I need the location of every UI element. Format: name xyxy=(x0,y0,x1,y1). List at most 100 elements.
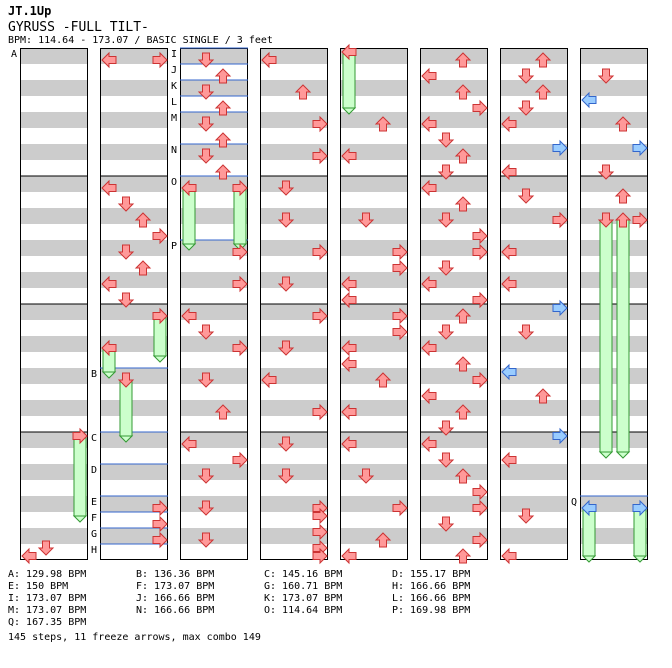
step-arrow-up xyxy=(214,68,232,84)
step-arrow-up xyxy=(214,164,232,180)
step-arrow-down xyxy=(197,84,215,100)
stripe xyxy=(500,544,568,560)
stripe xyxy=(180,416,248,432)
stripe xyxy=(100,256,168,272)
step-arrow-up xyxy=(614,116,632,132)
step-arrow-down xyxy=(437,164,455,180)
stripe xyxy=(100,448,168,464)
stripe xyxy=(260,400,328,416)
bpm-marker-label: Q xyxy=(571,497,577,508)
stripe xyxy=(100,416,168,432)
stripe xyxy=(340,112,408,128)
bpm-marker-label: D xyxy=(91,465,97,476)
stripe xyxy=(580,464,648,480)
stripe xyxy=(100,544,168,560)
stripe xyxy=(260,80,328,96)
step-arrow-right xyxy=(152,515,168,533)
stripe xyxy=(100,160,168,176)
stripe xyxy=(340,400,408,416)
chart-column xyxy=(420,48,488,560)
bpm-legend-item: L: 166.66 BPM xyxy=(392,593,471,604)
stripe xyxy=(500,384,568,400)
stripe xyxy=(340,128,408,144)
stripe xyxy=(260,256,328,272)
bpm-marker-label: F xyxy=(91,513,97,524)
stripe xyxy=(500,160,568,176)
stripe xyxy=(500,128,568,144)
stripe xyxy=(580,336,648,352)
step-arrow-up xyxy=(454,404,472,420)
stripe xyxy=(180,80,248,96)
stripe xyxy=(580,528,648,544)
stripe xyxy=(340,192,408,208)
stripe xyxy=(260,416,328,432)
bpm-legend-item: A: 129.98 BPM xyxy=(8,569,87,580)
step-arrow-right xyxy=(472,371,488,389)
freeze-arrow xyxy=(119,379,133,437)
stripe xyxy=(340,224,408,240)
freeze-arrow xyxy=(73,435,87,517)
stripe xyxy=(100,224,168,240)
stripe xyxy=(500,464,568,480)
step-arrow-up xyxy=(374,532,392,548)
stripe xyxy=(500,288,568,304)
stripe xyxy=(20,416,88,432)
stripe xyxy=(340,336,408,352)
stripe xyxy=(260,144,328,160)
step-arrow-right xyxy=(472,531,488,549)
step-arrow-left xyxy=(261,51,277,69)
step-arrow-right xyxy=(632,211,648,229)
stripe xyxy=(420,256,488,272)
step-arrow-left xyxy=(181,435,197,453)
stripe xyxy=(100,432,168,448)
stripe xyxy=(180,192,248,208)
stripe xyxy=(500,480,568,496)
stripe xyxy=(340,448,408,464)
stripe xyxy=(260,352,328,368)
stripe xyxy=(420,240,488,256)
bpm-legend-item: F: 173.07 BPM xyxy=(136,581,215,592)
bpm-marker-label: B xyxy=(91,369,97,380)
stripe xyxy=(20,464,88,480)
stripe xyxy=(20,336,88,352)
bpm-legend-item: I: 173.07 BPM xyxy=(8,593,87,604)
step-arrow-right xyxy=(472,99,488,117)
stripe xyxy=(420,128,488,144)
step-arrow-right xyxy=(392,307,408,325)
stripe xyxy=(260,304,328,320)
chart-column xyxy=(100,48,168,560)
stripe xyxy=(500,496,568,512)
stripe xyxy=(100,208,168,224)
stripe xyxy=(340,528,408,544)
stripe xyxy=(420,336,488,352)
step-arrow-left xyxy=(341,547,357,565)
stripe xyxy=(260,480,328,496)
step-arrow-down xyxy=(357,468,375,484)
chart-summary: 145 steps, 11 freeze arrows, max combo 1… xyxy=(8,632,261,643)
stripe xyxy=(260,528,328,544)
step-arrow-up xyxy=(454,308,472,324)
stripe xyxy=(180,448,248,464)
freeze-tail xyxy=(72,515,88,523)
step-arrow-left xyxy=(21,547,37,565)
step-arrow-right xyxy=(72,427,88,445)
stripe xyxy=(260,384,328,400)
step-arrow-down xyxy=(517,188,535,204)
stripe xyxy=(420,416,488,432)
step-arrow-left xyxy=(421,179,437,197)
step-arrow-right xyxy=(312,403,328,421)
stripe xyxy=(100,336,168,352)
stripe xyxy=(180,256,248,272)
step-arrow-down xyxy=(37,540,55,556)
stripe xyxy=(100,144,168,160)
chart-column xyxy=(340,48,408,560)
bpm-legend-item: D: 155.17 BPM xyxy=(392,569,471,580)
bpm-marker-label: O xyxy=(171,177,177,188)
stripe xyxy=(500,272,568,288)
step-arrow-down xyxy=(277,436,295,452)
stripe xyxy=(420,480,488,496)
stripe xyxy=(20,112,88,128)
site-title: JT.1Up xyxy=(8,4,52,18)
step-arrow-down xyxy=(117,372,135,388)
step-arrow-left xyxy=(101,275,117,293)
